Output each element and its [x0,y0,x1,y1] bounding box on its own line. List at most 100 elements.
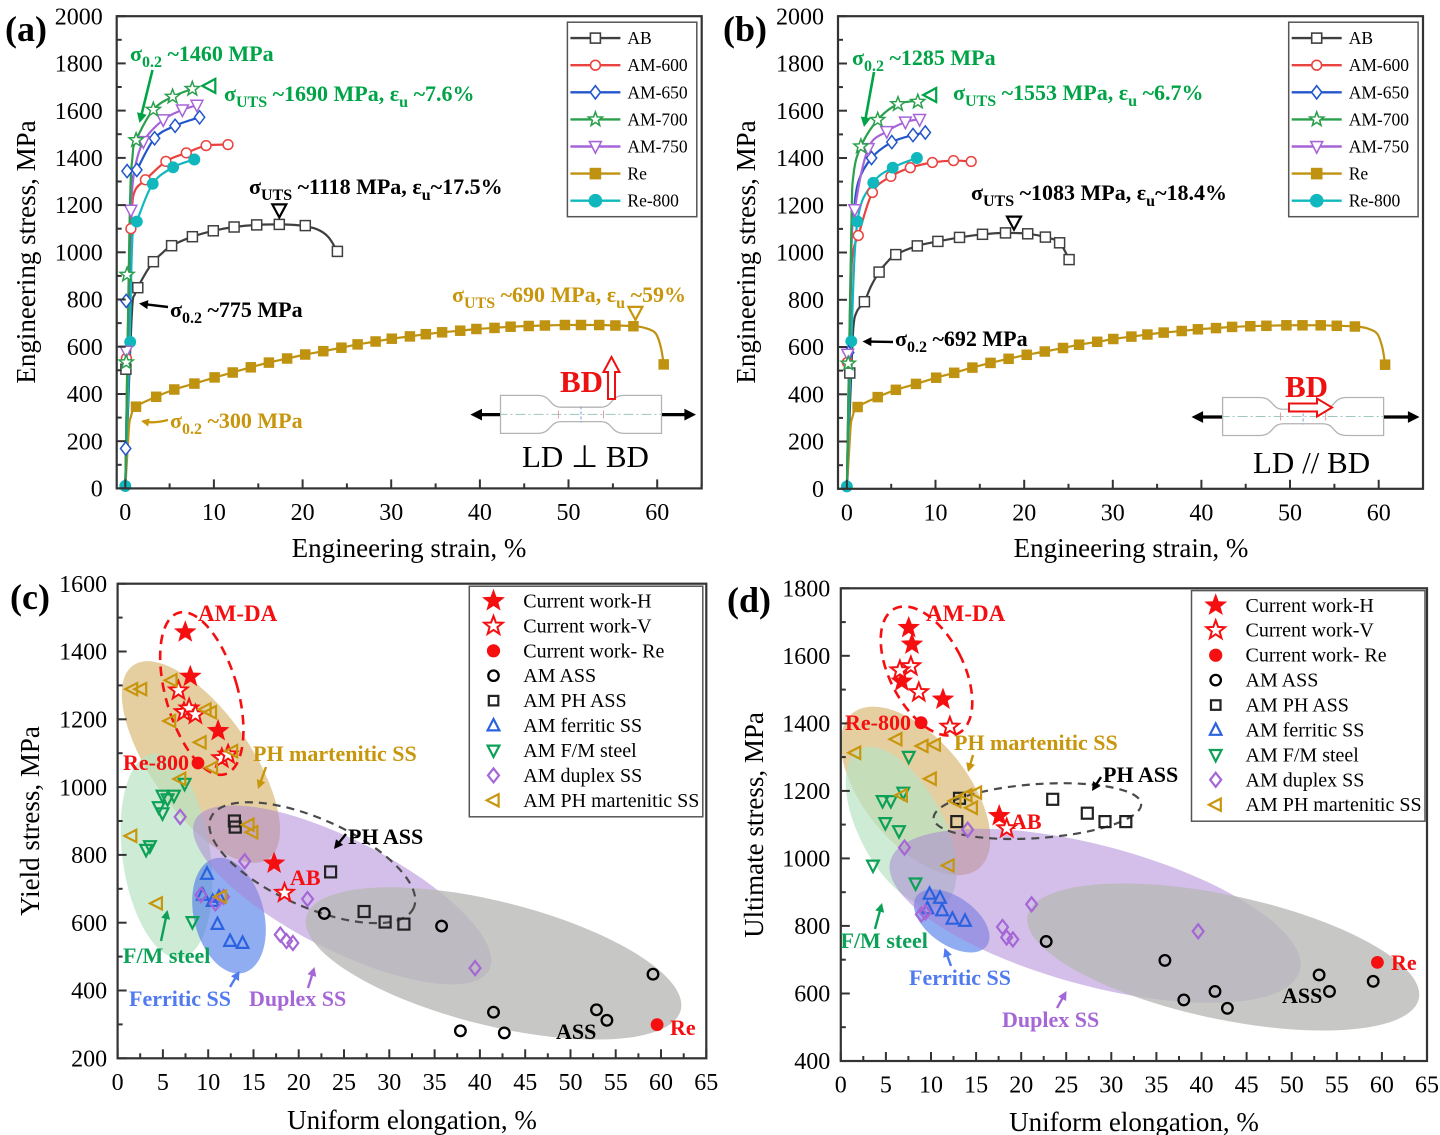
svg-text:Re-800: Re-800 [845,710,911,735]
svg-text:Current work-V: Current work-V [1246,620,1375,642]
svg-text:Engineering stress, MPa: Engineering stress, MPa [731,120,761,383]
svg-text:AM-650: AM-650 [627,82,688,102]
svg-text:(d): (d) [727,580,771,620]
svg-text:AM-DA: AM-DA [926,601,1006,626]
svg-text:AM-750: AM-750 [1349,137,1410,157]
svg-text:0: 0 [112,1070,124,1096]
svg-text:Duplex SS: Duplex SS [1002,1007,1099,1032]
svg-text:30: 30 [379,500,403,526]
svg-text:2000: 2000 [776,4,824,30]
svg-text:400: 400 [67,382,103,408]
svg-text:0: 0 [812,477,824,503]
svg-text:PH ASS: PH ASS [1103,762,1178,787]
svg-text:1600: 1600 [776,99,824,125]
svg-text:10: 10 [202,500,226,526]
svg-text:(c): (c) [10,577,50,617]
svg-text:LD // BD: LD // BD [1253,445,1370,480]
svg-text:25: 25 [332,1070,356,1096]
svg-text:AM F/M steel: AM F/M steel [523,740,637,762]
svg-text:20: 20 [291,500,315,526]
svg-text:5: 5 [157,1070,169,1096]
svg-text:PH ASS: PH ASS [348,824,423,849]
svg-text:Duplex SS: Duplex SS [249,986,346,1011]
svg-text:1200: 1200 [59,708,107,734]
svg-text:200: 200 [67,429,103,455]
svg-text:AM-DA: AM-DA [198,601,278,626]
svg-text:50: 50 [557,500,581,526]
svg-text:1800: 1800 [55,52,103,78]
svg-text:50: 50 [1280,1073,1304,1099]
svg-text:PH martenitic SS: PH martenitic SS [253,741,417,766]
svg-text:AM ASS: AM ASS [1246,670,1319,692]
svg-text:Ferritic SS: Ferritic SS [909,965,1011,990]
svg-text:30: 30 [1099,1073,1123,1099]
svg-text:Current work- Re: Current work- Re [523,640,664,662]
svg-text:Re-800: Re-800 [1349,191,1401,211]
svg-text:Yield stress, MPa: Yield stress, MPa [15,726,45,916]
svg-text:AM-700: AM-700 [627,109,688,129]
svg-text:Engineering stress, MPa: Engineering stress, MPa [11,120,41,383]
svg-text:Engineering strain, %: Engineering strain, % [292,533,527,563]
svg-text:200: 200 [71,1047,107,1073]
svg-text:20: 20 [1009,1073,1033,1099]
svg-text:0: 0 [91,477,103,503]
svg-text:1600: 1600 [55,99,103,125]
svg-text:AM duplex SS: AM duplex SS [523,765,642,787]
svg-text:Current work-V: Current work-V [523,615,652,637]
svg-text:0: 0 [841,500,853,526]
svg-text:1800: 1800 [782,577,830,603]
svg-text:Re: Re [1391,950,1417,975]
svg-text:20: 20 [287,1070,311,1096]
svg-text:40: 40 [468,1070,492,1096]
svg-text:AM-650: AM-650 [1349,82,1410,102]
svg-text:5: 5 [880,1073,892,1099]
svg-text:65: 65 [1415,1073,1439,1099]
svg-text:AM ferritic SS: AM ferritic SS [523,715,642,737]
svg-text:1000: 1000 [776,241,824,267]
svg-text:LD ⊥ BD: LD ⊥ BD [522,439,649,474]
svg-text:Uniform elongation, %: Uniform elongation, % [1009,1107,1259,1135]
svg-text:AB: AB [627,28,651,48]
svg-text:AM PH ASS: AM PH ASS [523,690,626,712]
svg-text:50: 50 [559,1070,583,1096]
svg-text:AB: AB [1349,28,1373,48]
svg-text:Ultimate stress, MPa: Ultimate stress, MPa [739,712,769,938]
svg-text:55: 55 [604,1070,628,1096]
svg-text:AM PH ASS: AM PH ASS [1246,695,1349,717]
svg-text:Engineering strain, %: Engineering strain, % [1014,533,1249,563]
svg-text:1000: 1000 [59,775,107,801]
svg-text:AB: AB [1011,809,1042,834]
svg-text:Current work-H: Current work-H [1246,595,1374,617]
svg-text:35: 35 [1144,1073,1168,1099]
svg-text:600: 600 [71,911,107,937]
svg-text:AM PH martenitic SS: AM PH martenitic SS [1246,794,1422,816]
svg-text:60: 60 [1367,500,1391,526]
svg-text:45: 45 [1235,1073,1259,1099]
svg-text:F/M steel: F/M steel [841,928,928,953]
svg-text:AM ferritic SS: AM ferritic SS [1246,719,1365,741]
svg-text:Re: Re [627,164,647,184]
svg-text:1400: 1400 [55,146,103,172]
svg-text:0: 0 [119,500,131,526]
svg-text:1000: 1000 [782,847,830,873]
svg-text:40: 40 [1190,1073,1214,1099]
svg-text:1200: 1200 [776,193,824,219]
svg-text:PH martenitic SS: PH martenitic SS [954,730,1118,755]
svg-text:Current work-H: Current work-H [523,590,651,612]
svg-text:AM-700: AM-700 [1349,109,1410,129]
svg-text:200: 200 [788,430,824,456]
svg-text:F/M steel: F/M steel [123,943,210,968]
svg-text:1200: 1200 [55,193,103,219]
svg-text:AM ASS: AM ASS [523,665,596,687]
svg-text:60: 60 [645,500,669,526]
svg-text:Re-800: Re-800 [627,191,679,211]
svg-text:AM-600: AM-600 [1349,55,1410,75]
svg-text:800: 800 [788,288,824,314]
svg-text:10: 10 [924,500,948,526]
svg-text:ASS: ASS [1282,983,1322,1008]
svg-text:30: 30 [377,1070,401,1096]
svg-text:50: 50 [1278,500,1302,526]
svg-text:600: 600 [788,335,824,361]
svg-text:1200: 1200 [782,779,830,805]
svg-text:Re: Re [670,1015,696,1040]
